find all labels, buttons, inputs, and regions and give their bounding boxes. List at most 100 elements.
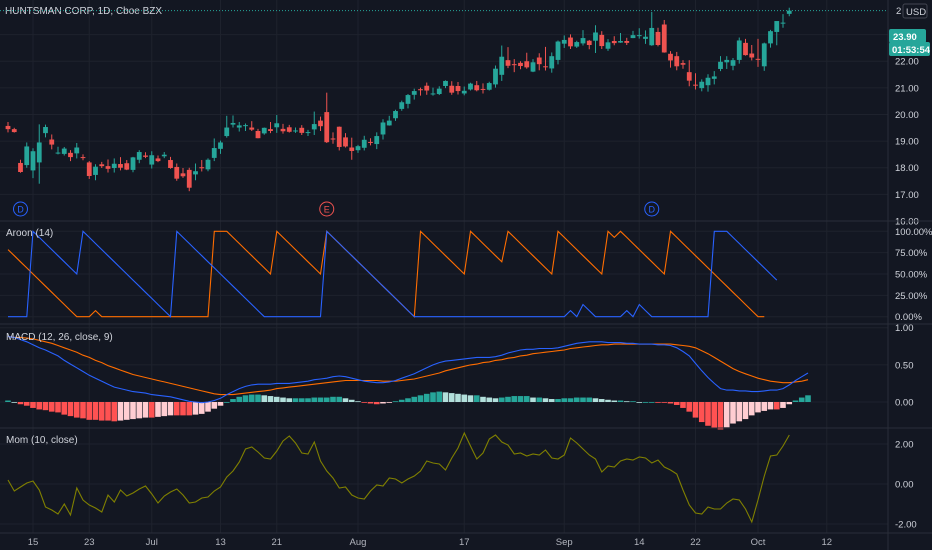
price-tick-label[interactable]: 18.00 — [895, 163, 919, 174]
candle-body — [368, 141, 373, 143]
candle-body — [136, 152, 142, 160]
candle-body — [655, 31, 661, 45]
candle-body — [61, 148, 67, 154]
macd-histogram-bar — [5, 400, 11, 402]
candle-body — [293, 130, 298, 132]
event-marker-label[interactable]: D — [17, 205, 24, 215]
momentum-title[interactable]: Mom (10, close) — [6, 435, 78, 446]
macd-histogram-bar — [498, 397, 505, 402]
date-tick-label[interactable]: 22 — [690, 537, 701, 548]
aroon-title[interactable]: Aroon (14) — [6, 228, 53, 239]
candle-body — [86, 162, 92, 177]
macd-histogram-bar — [298, 398, 305, 402]
macd-histogram-bar — [23, 402, 30, 406]
candle-body — [418, 89, 423, 91]
event-marker[interactable] — [13, 201, 28, 217]
macd-histogram-bar — [792, 400, 799, 402]
aroon-pane[interactable] — [7, 230, 778, 318]
candle-body — [349, 147, 355, 151]
momentum-pane[interactable] — [7, 431, 790, 524]
aroon-tick-label[interactable]: 100.00% — [895, 227, 932, 238]
candle-body — [755, 58, 761, 60]
aroon-tick-label[interactable]: 50.00% — [895, 270, 928, 281]
date-tick-label[interactable]: 17 — [459, 537, 470, 548]
macd-histogram-bar — [223, 402, 230, 403]
candle-body — [255, 131, 261, 139]
event-marker-label[interactable]: D — [649, 205, 656, 215]
aroon-tick-label[interactable]: 75.00% — [895, 248, 928, 259]
candle-body — [543, 66, 548, 68]
price-tick-label[interactable]: 20.00 — [895, 110, 919, 121]
aroon-tick-label[interactable]: 0.00% — [895, 312, 922, 323]
macd-tick-label[interactable]: 0.50 — [895, 360, 914, 371]
price-tick-label[interactable]: 21.00 — [895, 83, 919, 94]
candle-body — [224, 127, 230, 137]
date-tick-label[interactable]: Sep — [556, 537, 573, 548]
date-tick-label[interactable]: 14 — [634, 537, 645, 548]
macd-histogram-bar — [123, 402, 130, 420]
candle-body — [718, 61, 723, 69]
date-tick-label[interactable]: 13 — [215, 537, 226, 548]
macd-title[interactable]: MACD (12, 26, close, 9) — [6, 332, 113, 343]
date-tick-label[interactable]: 15 — [28, 537, 39, 548]
macd-histogram-bar — [698, 402, 705, 423]
price-tick-label[interactable]: 19.00 — [895, 137, 919, 148]
momentum-tick-label[interactable]: 0.00 — [895, 480, 914, 491]
macd-histogram-bar — [36, 402, 43, 410]
candle-body — [455, 86, 461, 92]
date-tick-label[interactable]: Oct — [751, 537, 766, 548]
candle-body — [118, 164, 123, 168]
price-axis[interactable]: 16.0017.0018.0019.0020.0021.0022.0023.00… — [895, 30, 932, 530]
macd-tick-label[interactable]: 1.00 — [895, 323, 914, 334]
macd-histogram-bar — [205, 402, 211, 412]
macd-histogram-bar — [655, 402, 661, 403]
macd-histogram-bar — [761, 402, 768, 411]
date-tick-label[interactable]: 21 — [271, 537, 282, 548]
aroon-tick-label[interactable]: 25.00% — [895, 291, 928, 302]
currency-button[interactable] — [902, 3, 928, 19]
candle-body — [574, 42, 580, 47]
momentum-tick-label[interactable]: -2.00 — [895, 520, 917, 531]
macd-histogram-bar — [236, 396, 243, 402]
price-tick-label[interactable]: 17.00 — [895, 190, 919, 201]
macd-histogram-bar — [311, 397, 318, 402]
macd-histogram-bar — [398, 399, 405, 402]
macd-histogram-bar — [61, 402, 68, 415]
date-tick-label[interactable]: 23 — [84, 537, 95, 548]
momentum-line — [7, 431, 790, 524]
date-tick-label[interactable]: Jul — [146, 537, 158, 548]
candle-body — [43, 127, 48, 134]
time-axis[interactable]: 15 23 Jul 13 21 Aug 17 Sep 14 22 Oct 12 — [28, 537, 832, 548]
candle-body — [399, 102, 405, 109]
event-marker[interactable] — [644, 201, 660, 217]
price-tick-label[interactable]: 22.00 — [895, 57, 919, 68]
macd-histogram-bar — [436, 391, 443, 402]
candle-body — [524, 61, 530, 68]
chart-title[interactable]: HUNTSMAN CORP, 1D, Cboe BZX — [5, 6, 162, 17]
date-tick-label[interactable]: 12 — [821, 537, 832, 548]
currency-label[interactable]: USD — [906, 7, 926, 18]
macd-pane[interactable] — [5, 336, 811, 430]
macd-tick-label[interactable]: 0.00 — [895, 398, 914, 409]
macd-histogram-bar — [586, 397, 593, 402]
event-marker-label[interactable]: E — [324, 205, 330, 215]
candle-body — [643, 36, 648, 39]
macd-histogram-bar — [480, 396, 486, 402]
macd-histogram-bar — [448, 393, 455, 402]
macd-histogram-bar — [492, 398, 499, 402]
candle-body — [705, 77, 711, 86]
macd-histogram-bar — [523, 396, 530, 402]
macd-line — [7, 336, 809, 404]
candle-body — [449, 85, 455, 93]
price-tick-label[interactable]: 16.00 — [895, 217, 919, 228]
candle-body — [761, 43, 767, 67]
candle-body — [311, 124, 317, 130]
macd-histogram-bar — [423, 393, 430, 402]
event-marker[interactable] — [319, 201, 335, 217]
momentum-tick-label[interactable]: 2.00 — [895, 440, 914, 451]
macd-histogram-bar — [642, 402, 649, 403]
date-tick-label[interactable]: Aug — [350, 537, 367, 548]
candle-body — [180, 173, 186, 177]
